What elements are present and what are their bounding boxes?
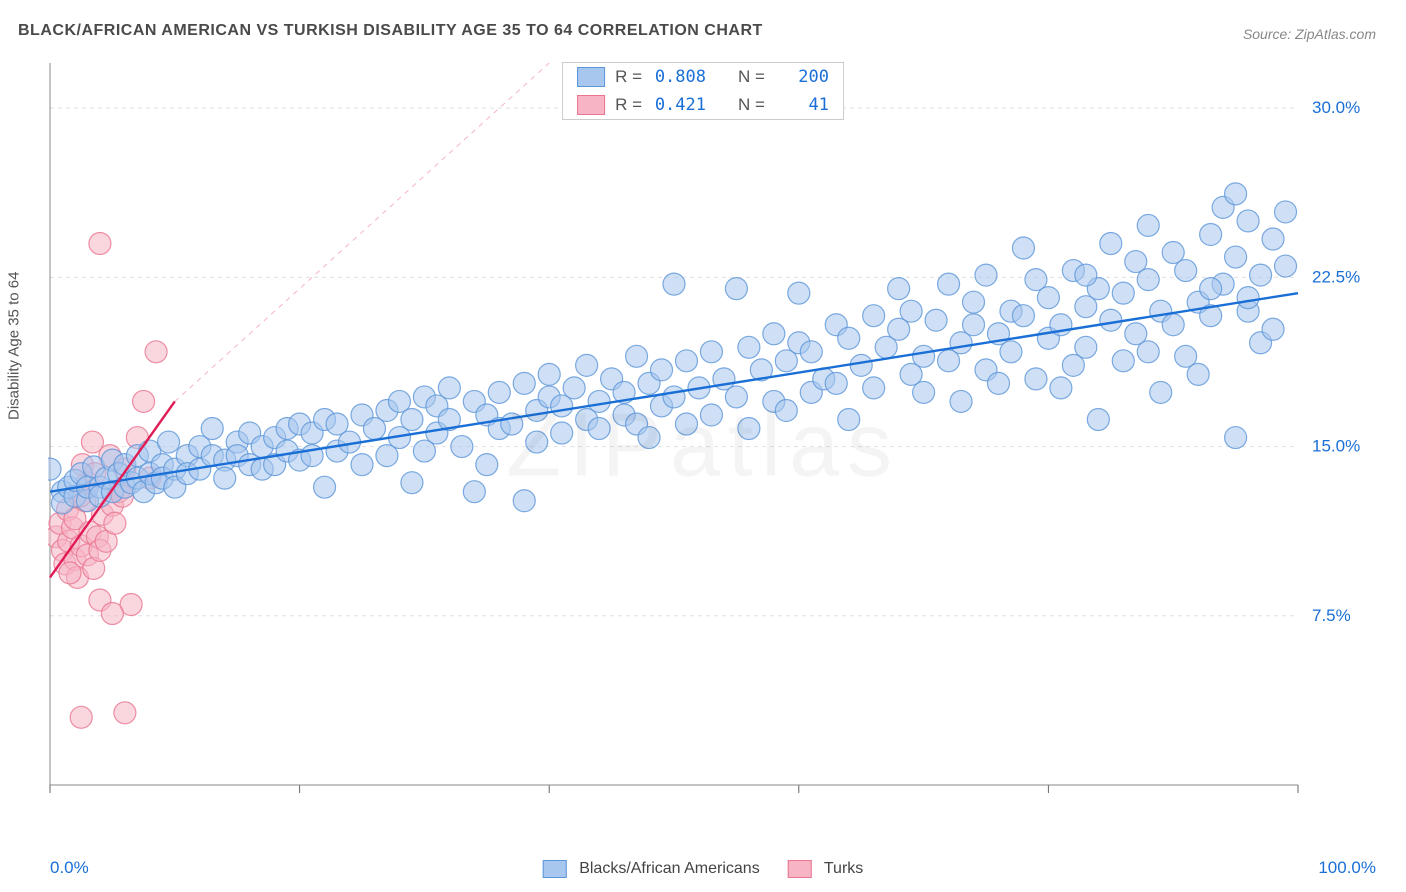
n-value-blacks: 200 <box>775 67 829 87</box>
series-legend: Blacks/African Americans Turks <box>543 860 864 878</box>
chart-title: BLACK/AFRICAN AMERICAN VS TURKISH DISABI… <box>18 22 763 40</box>
scatter-plot: 7.5% 15.0% 22.5% 30.0% <box>48 55 1378 825</box>
plot-svg: 7.5% 15.0% 22.5% 30.0% <box>48 55 1378 825</box>
n-label: N = <box>738 67 765 87</box>
swatch-turks-icon <box>788 860 812 878</box>
legend-row-blacks: R = 0.808 N = 200 <box>563 63 843 91</box>
series-name-turks: Turks <box>824 860 863 877</box>
swatch-blacks <box>577 67 605 87</box>
svg-text:15.0%: 15.0% <box>1312 437 1360 456</box>
svg-text:30.0%: 30.0% <box>1312 98 1360 117</box>
series-name-blacks: Blacks/African Americans <box>579 860 760 877</box>
svg-text:7.5%: 7.5% <box>1312 606 1351 625</box>
y-axis-label: Disability Age 35 to 64 <box>6 272 23 420</box>
x-axis-max-label: 100.0% <box>1318 858 1376 878</box>
swatch-blacks-icon <box>543 860 567 878</box>
r-value-turks: 0.421 <box>652 95 706 115</box>
r-label: R = <box>615 95 642 115</box>
x-axis-min-label: 0.0% <box>50 858 89 878</box>
n-label: N = <box>738 95 765 115</box>
legend-row-turks: R = 0.421 N = 41 <box>563 91 843 119</box>
r-label: R = <box>615 67 642 87</box>
svg-text:22.5%: 22.5% <box>1312 267 1360 286</box>
r-value-blacks: 0.808 <box>652 67 706 87</box>
swatch-turks <box>577 95 605 115</box>
n-value-turks: 41 <box>775 95 829 115</box>
legend-item-blacks: Blacks/African Americans <box>543 860 760 878</box>
correlation-legend: R = 0.808 N = 200 R = 0.421 N = 41 <box>562 62 844 120</box>
legend-item-turks: Turks <box>788 860 864 878</box>
source-credit: Source: ZipAtlas.com <box>1243 26 1376 42</box>
